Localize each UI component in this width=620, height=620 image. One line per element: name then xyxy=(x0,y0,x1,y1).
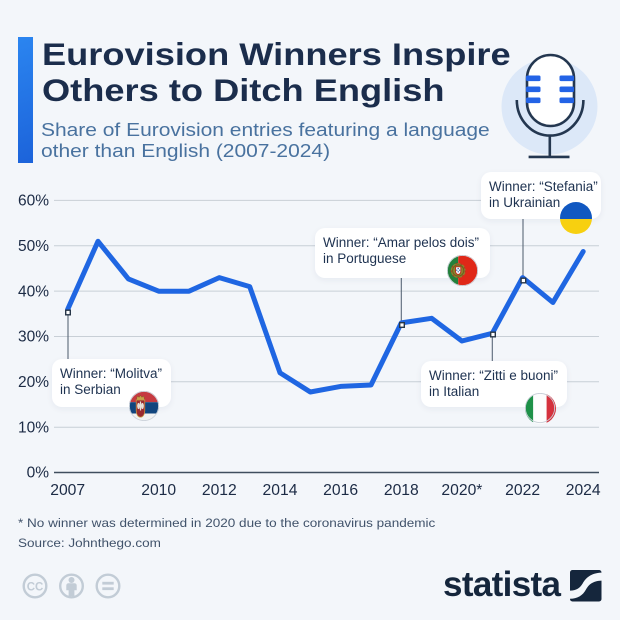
svg-text:40%: 40% xyxy=(18,283,49,300)
svg-text:2024: 2024 xyxy=(566,482,601,499)
svg-text:0%: 0% xyxy=(27,465,50,482)
svg-text:20%: 20% xyxy=(18,374,49,391)
svg-text:30%: 30% xyxy=(18,329,49,346)
svg-text:2014: 2014 xyxy=(263,482,298,499)
svg-text:60%: 60% xyxy=(18,193,49,210)
svg-text:2007: 2007 xyxy=(50,482,85,499)
svg-text:10%: 10% xyxy=(18,419,49,436)
svg-text:2020*: 2020* xyxy=(441,482,482,499)
svg-text:2012: 2012 xyxy=(202,482,237,499)
svg-text:50%: 50% xyxy=(18,238,49,255)
svg-text:2018: 2018 xyxy=(384,482,419,499)
svg-text:CC: CC xyxy=(27,581,44,593)
svg-text:2022: 2022 xyxy=(505,482,540,499)
svg-text:2010: 2010 xyxy=(141,482,176,499)
svg-text:2016: 2016 xyxy=(323,482,358,499)
